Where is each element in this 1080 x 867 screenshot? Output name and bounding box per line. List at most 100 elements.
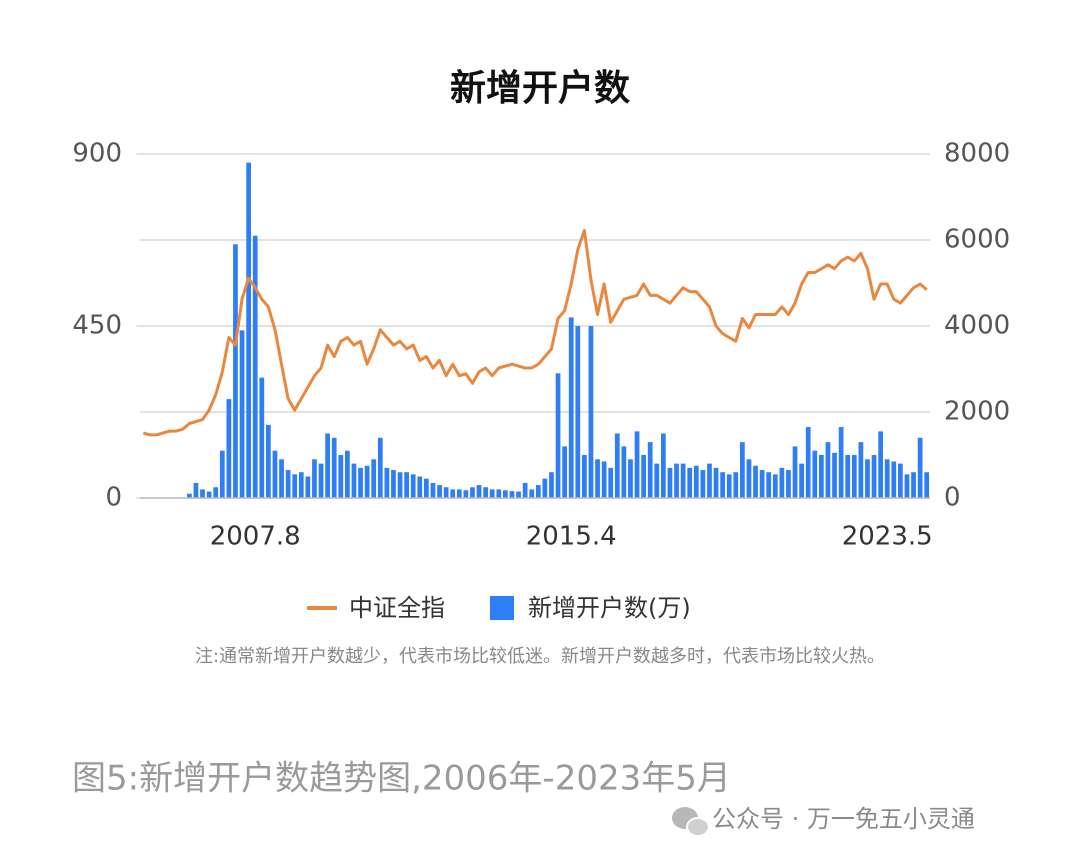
bar	[595, 459, 600, 498]
bar	[766, 472, 772, 498]
bar	[792, 446, 798, 498]
bar	[364, 465, 370, 498]
bar	[377, 437, 383, 498]
bar	[845, 455, 851, 498]
bar	[865, 459, 870, 498]
bar	[562, 446, 567, 498]
bar	[219, 450, 225, 498]
bar	[628, 459, 633, 498]
bar	[424, 478, 429, 498]
bar	[529, 489, 535, 498]
bar	[588, 326, 594, 498]
bar	[878, 431, 883, 498]
bar	[693, 465, 699, 498]
bar	[233, 244, 238, 498]
bar	[292, 474, 298, 498]
bar	[509, 491, 515, 498]
bar	[608, 467, 614, 498]
bar	[312, 459, 317, 498]
bar	[720, 472, 725, 498]
bar	[641, 455, 646, 498]
bar	[206, 491, 212, 498]
bar	[252, 235, 258, 498]
bar	[358, 467, 363, 498]
bar	[226, 399, 232, 498]
bar	[726, 474, 732, 498]
bar	[647, 442, 653, 498]
bar	[279, 459, 284, 498]
bar	[904, 474, 910, 498]
bar	[634, 431, 640, 498]
bar	[200, 489, 205, 498]
bar	[496, 489, 502, 498]
bar	[470, 487, 475, 498]
note: 注:通常新增开户数越少，代表市场比较低迷。新增开户数越多时，代表市场比较火热。	[195, 646, 885, 667]
bar	[621, 446, 627, 498]
bar	[871, 455, 877, 498]
bar	[187, 493, 192, 498]
y2-tick-label: 6000	[944, 225, 1010, 255]
bar	[266, 424, 271, 498]
x-tick-label: 2007.8	[210, 522, 301, 552]
legend-label: 中证全指	[349, 594, 445, 622]
bar	[858, 442, 864, 498]
bar	[213, 487, 219, 498]
bar	[522, 482, 528, 498]
bar	[601, 461, 607, 498]
caption: 图5:新增开户数趋势图,2006年-2023年5月	[72, 759, 731, 799]
bar	[799, 463, 804, 498]
bar	[898, 463, 903, 498]
bar	[654, 463, 660, 498]
bar	[516, 491, 521, 498]
y2-tick-label: 2000	[944, 397, 1010, 427]
wechat-icon	[672, 807, 710, 837]
bar	[812, 450, 818, 498]
legend-swatch	[490, 596, 514, 620]
y-tick-label: 450	[72, 311, 122, 341]
bar	[542, 478, 548, 498]
bar	[911, 472, 916, 498]
bar	[700, 470, 706, 498]
bar	[456, 489, 462, 498]
bar	[680, 463, 686, 498]
bar	[687, 467, 693, 498]
y-tick-label: 900	[72, 139, 122, 169]
bar	[555, 373, 561, 498]
legend-label: 新增开户数(万)	[528, 594, 691, 622]
bar	[463, 490, 469, 498]
bar	[384, 467, 390, 498]
bar	[535, 485, 541, 498]
bar	[404, 472, 409, 498]
bar	[193, 482, 199, 498]
bar	[884, 459, 890, 498]
y2-tick-label: 4000	[944, 311, 1010, 341]
y2-tick-label: 8000	[944, 139, 1010, 169]
bar	[674, 463, 679, 498]
bar	[759, 470, 765, 498]
bar	[331, 437, 337, 498]
bar	[397, 472, 403, 498]
bar	[476, 485, 482, 498]
bar	[246, 162, 251, 498]
bar	[443, 487, 449, 498]
bar	[430, 482, 436, 498]
bar	[838, 427, 844, 498]
bar	[832, 452, 837, 498]
bar	[575, 326, 581, 498]
bar	[483, 487, 488, 498]
bar	[503, 490, 508, 498]
bar	[753, 465, 758, 498]
bar	[746, 459, 752, 498]
bar	[549, 472, 554, 498]
bar	[667, 467, 673, 498]
bar	[786, 470, 791, 498]
bar	[917, 437, 923, 498]
bar	[239, 330, 245, 498]
x-tick-label: 2023.5	[842, 522, 933, 552]
bar	[713, 467, 719, 498]
bar	[825, 442, 831, 498]
bar	[325, 433, 330, 498]
bar	[318, 463, 324, 498]
